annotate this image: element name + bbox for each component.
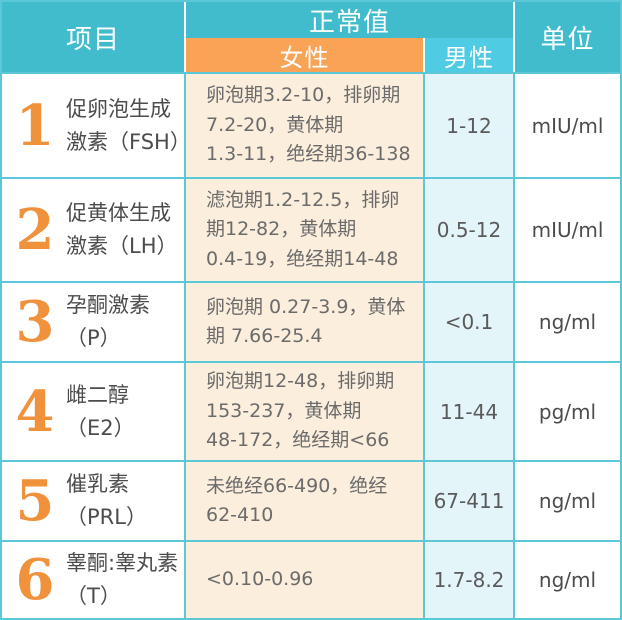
row-number: 5 <box>15 468 55 534</box>
male-value-cell: 67-411 <box>425 460 515 540</box>
row-item-cell: 6 睾酮:睾丸素 （T） <box>2 540 186 618</box>
male-value-cell: 0.5-12 <box>425 177 515 281</box>
item-name: 促卵泡生成 激素（FSH） <box>66 96 191 154</box>
unit-cell: pg/ml <box>515 361 620 460</box>
row-item-cell: 5 催乳素 （PRL） <box>2 460 186 540</box>
female-value-cell: 滤泡期1.2-12.5，排卵 期12-82，黄体期 0.4-19，绝经期14-4… <box>186 177 425 281</box>
unit-cell: ng/ml <box>515 460 620 540</box>
item-name: 雌二醇 （E2） <box>66 382 135 440</box>
male-value-cell: <0.1 <box>425 281 515 361</box>
unit-cell: ng/ml <box>515 540 620 618</box>
row-item-cell: 1 促卵泡生成 激素（FSH） <box>2 72 191 177</box>
unit-cell: mIU/ml <box>515 72 620 177</box>
header-female: 女性 <box>186 38 425 72</box>
male-value-cell: 1-12 <box>425 72 515 177</box>
female-value-cell: 卵泡期12-48，排卵期 153-237，黄体期 48-172，绝经期<66 <box>186 361 425 460</box>
row-number: 2 <box>15 197 55 263</box>
unit-cell: ng/ml <box>515 281 620 361</box>
row-item-cell: 2 促黄体生成 激素（LH） <box>2 177 186 281</box>
male-value-cell: 11-44 <box>425 361 515 460</box>
row-item-cell: 4 雌二醇 （E2） <box>2 361 186 460</box>
item-name: 孕酮激素 （P） <box>66 293 150 350</box>
female-value-cell: 卵泡期 0.27-3.9，黄体 期 7.66-25.4 <box>186 281 425 361</box>
header-item: 项目 <box>2 2 186 72</box>
item-name: 睾酮:睾丸素 （T） <box>66 551 179 608</box>
female-value-cell: <0.10-0.96 <box>186 540 425 618</box>
header-male: 男性 <box>425 38 515 72</box>
header-unit: 单位 <box>515 2 620 72</box>
row-number: 3 <box>15 289 55 355</box>
row-item-cell: 3 孕酮激素 （P） <box>2 281 186 361</box>
header-normal-value: 正常值 <box>186 2 515 38</box>
unit-cell: mIU/ml <box>515 177 620 281</box>
female-value-cell: 未绝经66-490，绝经 62-410 <box>186 460 425 540</box>
item-name: 促黄体生成 激素（LH） <box>66 201 178 258</box>
female-value-cell: 卵泡期3.2-10，排卵期 7.2-20，黄体期 1.3-11，绝经期36-13… <box>186 72 425 177</box>
row-number: 6 <box>15 547 55 613</box>
male-value-cell: 1.7-8.2 <box>425 540 515 618</box>
row-number: 4 <box>15 378 55 445</box>
item-name: 催乳素 （PRL） <box>66 472 147 529</box>
row-number: 1 <box>15 92 55 159</box>
